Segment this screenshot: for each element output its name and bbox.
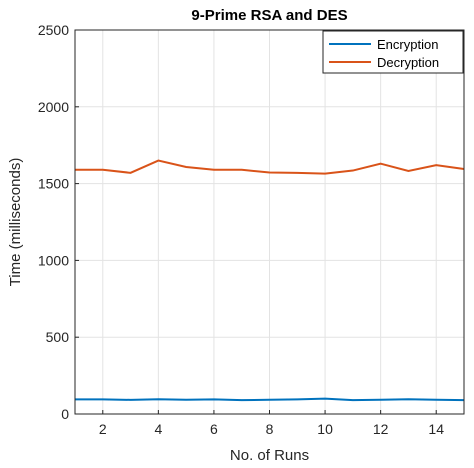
x-tick-label: 10 [317, 421, 333, 437]
y-axis-label: Time (milliseconds) [7, 158, 24, 287]
series-line-decryption [75, 159, 465, 175]
legend-entry-encryption: Encryption [377, 37, 438, 52]
y-tick-label: 1500 [38, 176, 69, 192]
x-tick-label: 4 [154, 421, 162, 437]
y-tick-label: 500 [46, 329, 70, 345]
x-axis-label: No. of Runs [230, 447, 309, 464]
legend-box [322, 30, 464, 74]
grid [75, 29, 464, 415]
series-line-encryption [75, 397, 465, 402]
y-axis: 0 500 1000 1500 2000 2500 [38, 22, 79, 422]
x-tick-label: 8 [266, 421, 274, 437]
legend-entry-decryption: Decryption [377, 55, 439, 70]
y-tick-label: 2000 [38, 99, 69, 115]
series-lines [75, 159, 465, 402]
chart-title: 9-Prime RSA and DES [191, 7, 347, 24]
y-tick-label: 2500 [38, 22, 69, 38]
x-tick-label: 12 [373, 421, 389, 437]
x-axis: 2 4 6 8 10 12 14 [99, 410, 444, 437]
x-tick-label: 6 [210, 421, 218, 437]
legend: Encryption Decryption [322, 30, 464, 74]
y-tick-label: 0 [61, 406, 69, 422]
x-tick-label: 14 [428, 421, 444, 437]
x-tick-label: 2 [99, 421, 107, 437]
y-tick-label: 1000 [38, 252, 69, 268]
